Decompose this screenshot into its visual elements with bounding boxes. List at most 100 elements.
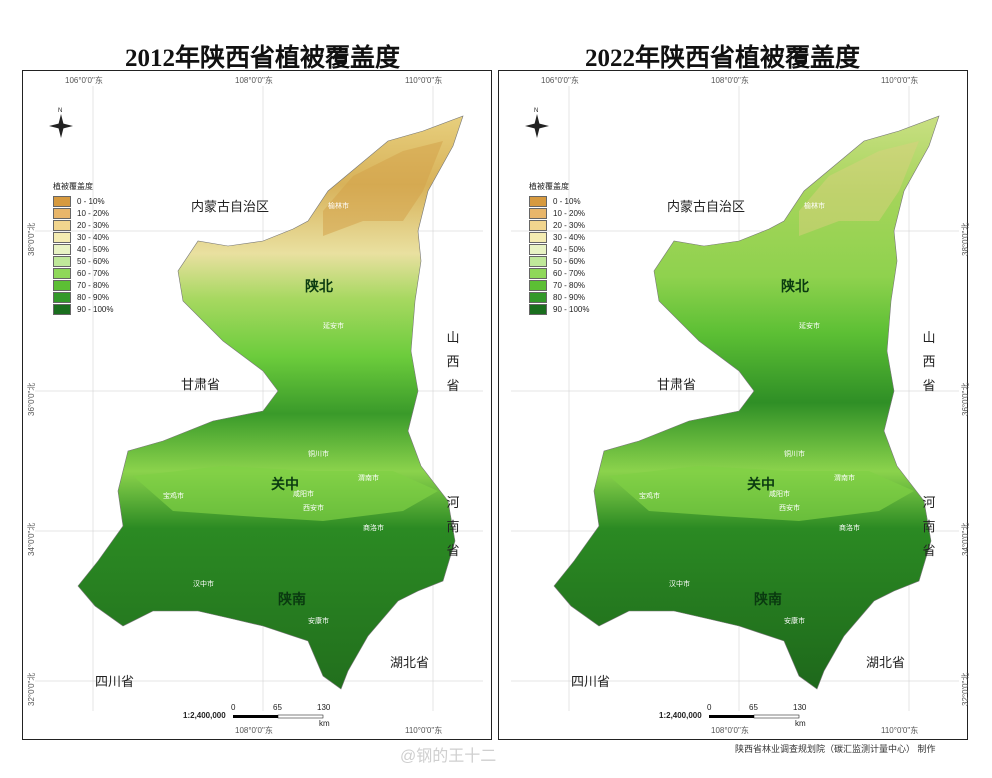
label-gansu: 甘肃省 [657,377,697,392]
legend-row: 60 - 70% [53,267,113,279]
lon-tick: 106°0'0"东 [65,76,103,85]
legend-label: 30 - 40% [77,232,110,242]
city-label: 咸阳市 [293,491,314,498]
region-north: 陕北 [305,278,333,294]
lat-tick: 36°0'0"北 [961,382,970,416]
scale-label: 65 [273,703,282,712]
compass-icon: N [49,108,73,138]
north-highlight [799,141,919,236]
legend-row: 50 - 60% [53,255,113,267]
lon-tick: 108°0'0"东 [235,726,273,735]
legend-row: 90 - 100% [53,303,113,315]
legend-row: 70 - 80% [53,279,113,291]
label-sichuan: 四川省 [571,674,611,689]
legend-row: 70 - 80% [529,279,589,291]
guanzhong-band [133,466,438,521]
lon-tick: 110°0'0"东 [881,726,919,735]
legend-swatch [53,267,71,279]
lat-tick: 36°0'0"北 [27,382,36,416]
label-hubei: 湖北省 [866,655,906,670]
legend: 植被覆盖度 0 - 10% 10 - 20% 20 - 30% 30 - 40%… [529,181,589,315]
legend-row: 80 - 90% [53,291,113,303]
lat-tick: 38°0'0"北 [961,222,970,256]
legend-swatch [529,195,547,207]
legend-label: 40 - 50% [553,244,586,254]
legend: 植被覆盖度 0 - 10% 10 - 20% 20 - 30% 30 - 40%… [53,181,113,315]
city-label: 西安市 [779,505,800,512]
legend-swatch [529,267,547,279]
guanzhong-band [609,466,914,521]
legend-swatch [529,231,547,243]
legend-swatch [529,243,547,255]
legend-swatch [53,279,71,291]
map-panel-2012: N 106°0'0"东 108°0'0"东 110°0'0"东 108°0'0"… [22,70,492,740]
legend-label: 50 - 60% [77,256,110,266]
legend-label: 60 - 70% [77,268,110,278]
city-label: 宝鸡市 [639,493,660,500]
city-label: 榆林市 [804,203,825,210]
lat-tick: 32°0'0"北 [27,672,36,706]
region-south: 陕南 [754,591,782,607]
city-label: 渭南市 [358,475,379,482]
lon-tick: 110°0'0"东 [881,76,919,85]
legend-label: 60 - 70% [553,268,586,278]
scale-label: 130 [317,703,331,712]
legend-row: 50 - 60% [529,255,589,267]
scale-label: 0 [231,703,236,712]
scale-label: 130 [793,703,807,712]
label-gansu: 甘肃省 [181,377,221,392]
label-henan: 河南省 [922,495,936,558]
legend-row: 80 - 90% [529,291,589,303]
legend-label: 80 - 90% [553,292,586,302]
scale-unit: km [319,719,330,728]
compass-icon: N [525,108,549,138]
city-label: 安康市 [784,618,805,625]
city-label: 汉中市 [669,581,690,588]
legend-swatch [53,255,71,267]
lon-tick: 110°0'0"东 [405,726,443,735]
legend-row: 10 - 20% [53,207,113,219]
legend-label: 90 - 100% [77,304,114,314]
legend-swatch [53,219,71,231]
shaanxi-outline [77,115,464,690]
city-label: 安康市 [308,618,329,625]
legend-swatch [53,195,71,207]
city-label: 宝鸡市 [163,493,184,500]
legend-row: 40 - 50% [529,243,589,255]
legend-row: 90 - 100% [529,303,589,315]
legend-row: 30 - 40% [53,231,113,243]
city-label: 榆林市 [328,203,349,210]
vegetation-map-2022: N [511,86,959,719]
legend-swatch [529,207,547,219]
lon-tick: 108°0'0"东 [711,726,749,735]
city-label: 商洛市 [839,525,860,532]
region-north: 陕北 [781,278,809,294]
legend-swatch [529,219,547,231]
lat-tick: 32°0'0"北 [961,672,970,706]
city-label: 咸阳市 [769,491,790,498]
scale-unit: km [795,719,806,728]
credit-text: 陕西省林业调查规划院（碳汇监测计量中心） 制作 [735,744,936,754]
lon-tick: 110°0'0"东 [405,76,443,85]
legend-swatch [53,231,71,243]
city-label: 延安市 [799,323,820,330]
legend-row: 30 - 40% [529,231,589,243]
scale-ratio: 1:2,400,000 [659,711,702,720]
title-2012: 2012年陕西省植被覆盖度 [125,45,401,72]
legend-label: 80 - 90% [77,292,110,302]
svg-text:N: N [534,108,538,114]
scale-label: 0 [707,703,712,712]
scale-ratio: 1:2,400,000 [183,711,226,720]
label-sichuan: 四川省 [95,674,135,689]
title-2022: 2022年陕西省植被覆盖度 [585,45,861,72]
shaanxi-outline [553,115,940,690]
lat-tick: 34°0'0"北 [27,522,36,556]
legend-label: 50 - 60% [553,256,586,266]
lon-tick: 108°0'0"东 [711,76,749,85]
label-neimenggu: 内蒙古自治区 [191,199,270,214]
label-shanxi: 山西省 [922,330,936,393]
legend-swatch [53,243,71,255]
legend-row: 60 - 70% [529,267,589,279]
legend-label: 10 - 20% [77,208,110,218]
city-label: 延安市 [323,323,344,330]
